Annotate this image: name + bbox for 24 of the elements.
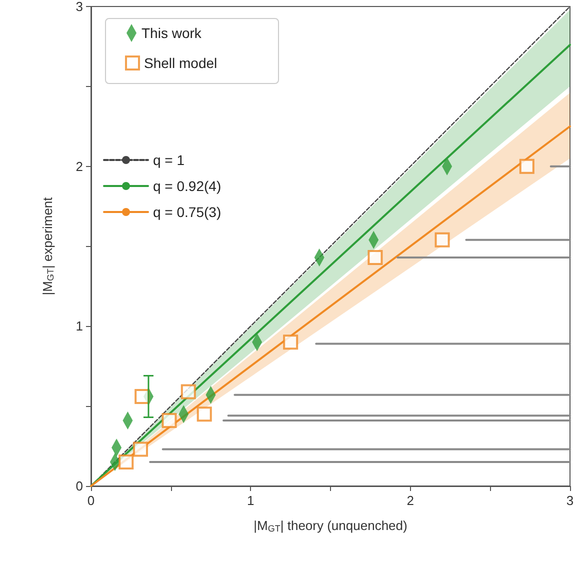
point [180, 384, 196, 400]
x-tick-label: 3 [566, 493, 574, 508]
x-tick-label: 2 [406, 493, 414, 508]
y-tick-label: 3 [76, 0, 83, 14]
legend-label: This work [142, 25, 202, 41]
legend-label: q = 1 [153, 152, 185, 168]
point [132, 442, 148, 457]
y-tick-label: 0 [76, 478, 83, 494]
x-tick-label: 1 [247, 493, 254, 508]
y-tick-label: 2 [76, 158, 83, 174]
x-tick-label: 0 [87, 493, 95, 508]
point [434, 232, 450, 248]
legend-label: Shell model [144, 55, 218, 71]
y-axis-title: |MGT| experiment [40, 196, 56, 296]
point [162, 412, 177, 428]
point [118, 454, 134, 470]
legend-label: q = 0.92(4) [153, 178, 222, 194]
point [134, 388, 150, 404]
legend-label: q = 0.75(3) [153, 204, 222, 220]
point [368, 250, 383, 265]
point [283, 334, 298, 350]
point [519, 158, 534, 174]
point [196, 406, 212, 422]
y-tick-label: 1 [76, 318, 83, 334]
